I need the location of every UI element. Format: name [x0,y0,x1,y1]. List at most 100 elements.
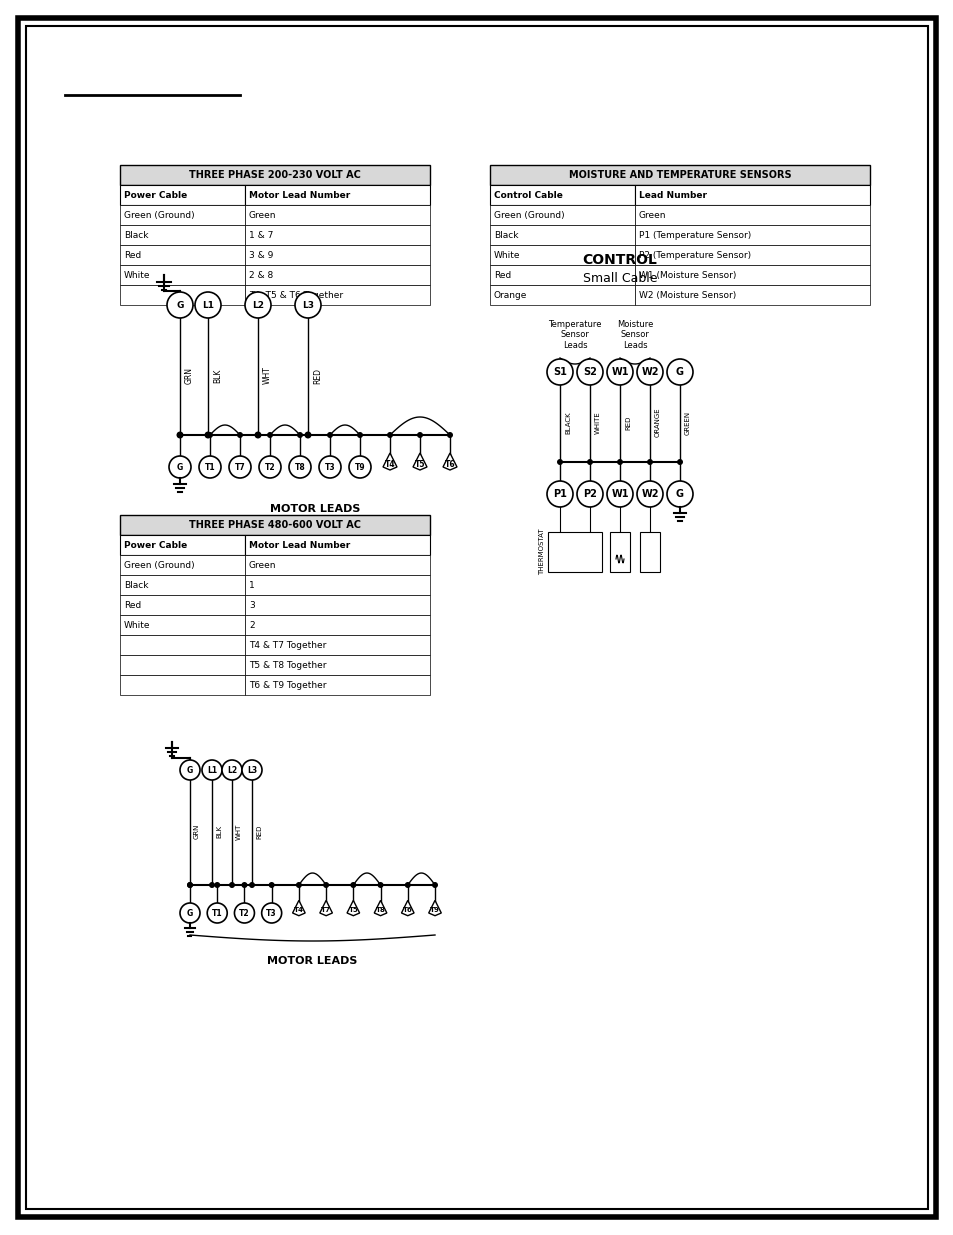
Text: Red: Red [124,600,141,610]
Text: W2 (Moisture Sensor): W2 (Moisture Sensor) [639,290,736,300]
Circle shape [404,882,411,888]
Text: P1: P1 [553,489,566,499]
Circle shape [187,882,193,888]
FancyBboxPatch shape [490,245,635,266]
Text: L2: L2 [252,300,264,310]
Text: T8: T8 [375,908,385,914]
Text: Small Cable: Small Cable [582,272,657,284]
Text: G: G [187,766,193,774]
Circle shape [176,431,183,438]
Text: Temperature
Sensor
Leads: Temperature Sensor Leads [548,320,601,350]
Text: ORANGE: ORANGE [655,408,660,437]
FancyBboxPatch shape [245,266,430,285]
FancyBboxPatch shape [639,532,659,572]
Text: PROBE: PROBE [654,543,659,564]
Text: T1: T1 [205,462,215,472]
Text: T4 & T7 Together: T4 & T7 Together [249,641,326,650]
FancyBboxPatch shape [490,165,869,185]
Circle shape [323,882,329,888]
Text: RED: RED [313,368,322,384]
FancyBboxPatch shape [635,205,869,225]
Text: 3: 3 [249,600,254,610]
Text: G: G [176,462,183,472]
Circle shape [447,432,453,438]
Circle shape [204,431,212,438]
Text: GRN: GRN [185,367,193,384]
Text: GREEN: GREEN [684,410,690,435]
Text: L1: L1 [202,300,213,310]
FancyBboxPatch shape [635,185,869,205]
Circle shape [546,480,573,508]
Circle shape [416,432,422,438]
FancyBboxPatch shape [120,285,245,305]
Circle shape [637,480,662,508]
Circle shape [180,903,200,923]
Text: Green: Green [249,561,276,569]
Circle shape [646,459,652,466]
FancyBboxPatch shape [245,655,430,676]
Polygon shape [442,453,456,471]
Text: WHT: WHT [263,367,272,384]
Circle shape [637,359,662,385]
Circle shape [254,431,261,438]
Circle shape [222,760,242,781]
Text: 1 & 7: 1 & 7 [249,231,274,240]
Circle shape [289,456,311,478]
Polygon shape [413,453,427,471]
Text: T9: T9 [355,462,365,472]
Circle shape [318,456,340,478]
Text: BROWN: BROWN [594,542,598,566]
Text: Black: Black [494,231,518,240]
Text: S1: S1 [553,367,566,377]
Text: W1: W1 [611,367,628,377]
Text: T7: T7 [234,462,245,472]
FancyBboxPatch shape [245,225,430,245]
Text: Moisture
Sensor
Leads: Moisture Sensor Leads [617,320,653,350]
FancyBboxPatch shape [120,576,245,595]
FancyBboxPatch shape [245,285,430,305]
Text: T3: T3 [266,909,276,918]
FancyBboxPatch shape [245,205,430,225]
Circle shape [267,432,273,438]
FancyBboxPatch shape [635,285,869,305]
Text: W2: W2 [640,367,659,377]
Circle shape [294,291,320,317]
Circle shape [229,456,251,478]
Text: Power Cable: Power Cable [124,190,187,200]
Text: T6: T6 [444,459,455,468]
FancyBboxPatch shape [245,555,430,576]
Text: THERMOSTAT: THERMOSTAT [538,529,544,576]
Text: MOTOR LEADS: MOTOR LEADS [270,504,360,514]
Circle shape [432,882,437,888]
Circle shape [387,432,393,438]
FancyBboxPatch shape [120,535,245,555]
FancyBboxPatch shape [120,225,245,245]
Circle shape [229,882,234,888]
Text: Green (Ground): Green (Ground) [494,210,564,220]
Circle shape [617,459,622,466]
Text: T7: T7 [321,908,331,914]
Circle shape [241,882,247,888]
Text: G: G [176,300,184,310]
Text: T4, T5 & T6 Together: T4, T5 & T6 Together [249,290,343,300]
Text: Power Cable: Power Cable [124,541,187,550]
Circle shape [245,291,271,317]
FancyBboxPatch shape [120,595,245,615]
Text: Red: Red [494,270,511,279]
Text: Motor Lead Number: Motor Lead Number [249,190,350,200]
FancyBboxPatch shape [245,576,430,595]
Text: PROBE: PROBE [623,543,628,564]
Circle shape [356,432,363,438]
Circle shape [194,291,221,317]
Circle shape [586,459,593,466]
Circle shape [180,760,200,781]
FancyBboxPatch shape [245,535,430,555]
FancyBboxPatch shape [635,225,869,245]
Text: P1 (Temperature Sensor): P1 (Temperature Sensor) [639,231,750,240]
FancyBboxPatch shape [120,635,245,655]
FancyBboxPatch shape [490,266,635,285]
Text: G: G [676,489,683,499]
Polygon shape [428,900,441,915]
Circle shape [295,882,301,888]
Polygon shape [374,900,387,915]
